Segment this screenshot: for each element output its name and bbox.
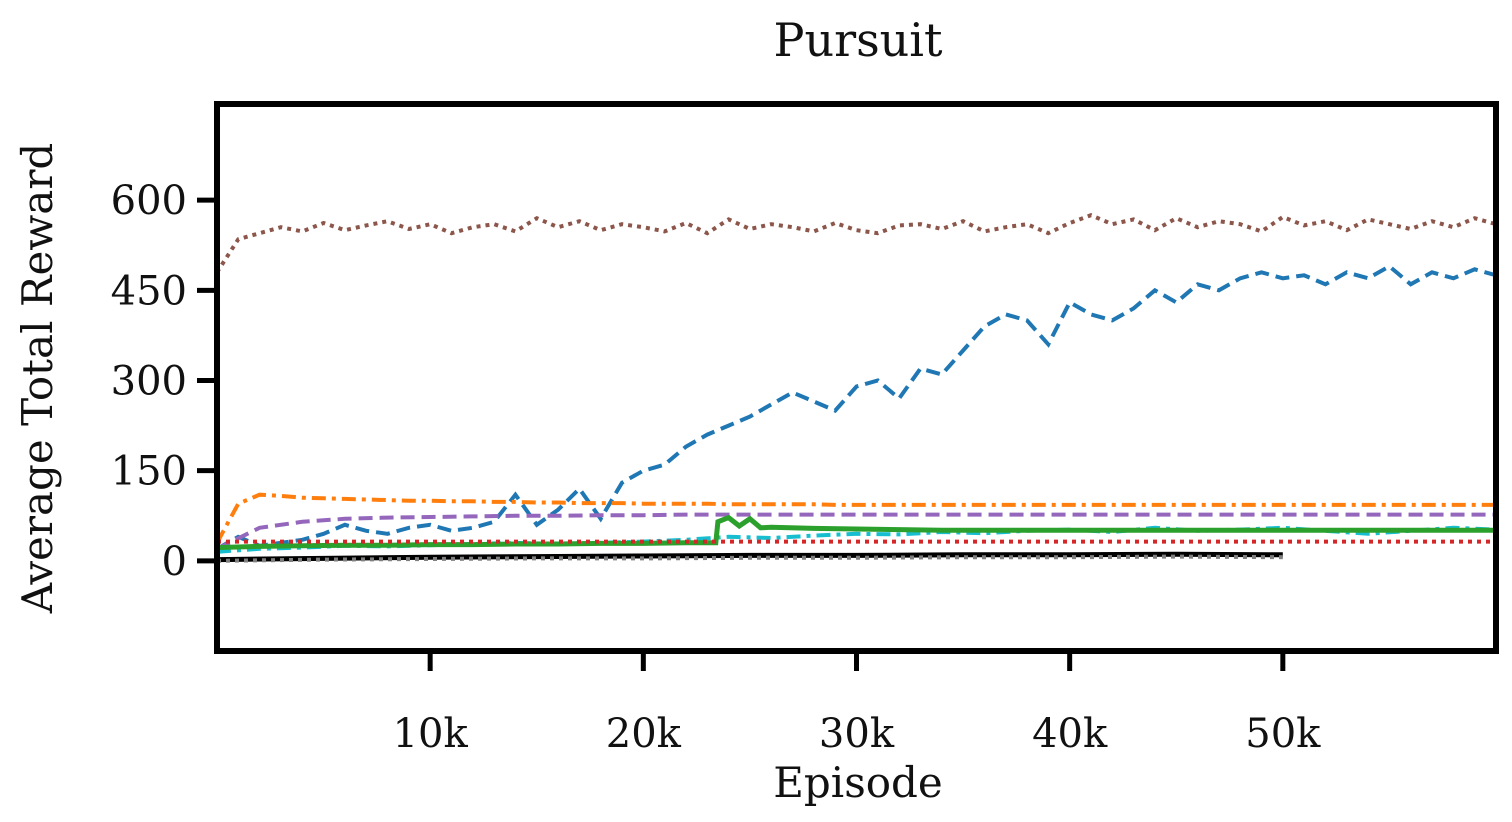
x-axis-label: Episode — [773, 758, 943, 807]
x-axis: 10k 20k 30k 40k 50k — [393, 651, 1321, 757]
series-layer — [220, 213, 1493, 563]
x-tick-label-10k: 10k — [393, 711, 469, 757]
plot-frame — [214, 101, 1499, 654]
y-axis: 0 150 300 450 600 — [111, 178, 217, 585]
series-line-6 — [220, 514, 1493, 551]
y-tick-label-450: 450 — [111, 268, 187, 314]
x-tick-label-20k: 20k — [606, 711, 682, 757]
series-line-8 — [220, 551, 1283, 563]
y-tick-label-150: 150 — [111, 449, 187, 495]
y-tick-label-0: 0 — [162, 539, 187, 585]
series-line-9 — [220, 554, 1283, 563]
chart-title: Pursuit — [774, 13, 944, 67]
x-tick-label-30k: 30k — [819, 711, 895, 757]
y-tick-label-300: 300 — [111, 359, 187, 405]
x-tick-label-50k: 50k — [1245, 711, 1321, 757]
series-line-4 — [220, 512, 1493, 550]
series-line-3 — [220, 492, 1493, 542]
y-axis-label: Average Total Reward — [13, 143, 62, 615]
x-tick-label-40k: 40k — [1032, 711, 1108, 757]
series-line-2 — [220, 263, 1493, 550]
series-line-1 — [220, 213, 1493, 272]
y-tick-label-600: 600 — [111, 178, 187, 224]
